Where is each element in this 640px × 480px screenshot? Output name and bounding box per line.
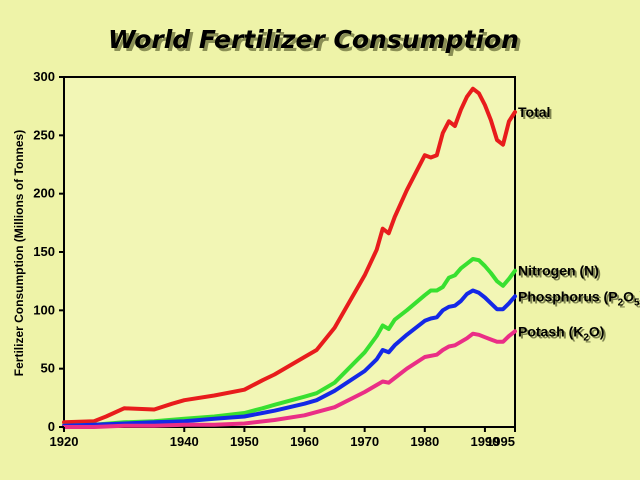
series-label-shadow-nitrogen: Nitrogen (N): [520, 265, 601, 281]
series-line-nitrogen: [62, 257, 517, 428]
series-line-total: [62, 86, 517, 425]
series-label-part: O): [591, 325, 607, 341]
series-label-part: Potash (K: [518, 323, 583, 339]
y-tick-label: 200: [33, 186, 55, 201]
x-tick-label: 1950: [230, 434, 259, 449]
series-label-part: O: [623, 288, 634, 304]
axis-layer: 0 50 100 150 200 250 300 1920 1940 1950 1960 1970 19…: [33, 69, 516, 449]
series-label-part: 2: [620, 299, 626, 310]
series-label-part: 2: [618, 297, 624, 308]
y-tick-label: 250: [33, 127, 55, 142]
series-layer: [62, 86, 517, 429]
y-tick-label: 50: [41, 361, 55, 376]
series-label-part: O: [625, 290, 636, 306]
series-label-part: Potash (K: [520, 325, 585, 341]
series-label-part: Nitrogen (N): [518, 263, 599, 279]
series-label-part: Phosphorus (P: [518, 288, 618, 304]
x-tick-label: 1960: [290, 434, 319, 449]
series-label-part: Nitrogen (N): [520, 265, 601, 281]
x-tick-label: 1980: [410, 434, 439, 449]
y-tick-label: 0: [48, 419, 55, 434]
series-label-total: Total: [518, 104, 550, 120]
series-label-part: 5: [636, 299, 640, 310]
series-label-potash: Potash (K2O): [518, 323, 604, 343]
series-label-shadow-phosphorus: Phosphorus (P2O5): [520, 290, 640, 310]
y-tick-label: 300: [33, 69, 55, 84]
y-tick-label: 100: [33, 302, 55, 317]
x-tick-label: 1990: [470, 434, 499, 449]
series-label-nitrogen: Nitrogen (N): [518, 263, 599, 279]
series-line-phosphorus: [62, 288, 517, 428]
y-axis-label: Fertilizer Consumption (Millions of Tonn…: [12, 130, 26, 376]
series-label-shadow-potash: Potash (K2O): [520, 325, 606, 345]
y-tick-label: 150: [33, 244, 55, 259]
series-label-part: Phosphorus (P: [520, 290, 620, 306]
series-label-part: O): [589, 323, 605, 339]
x-tick-label: 1940: [170, 434, 199, 449]
x-tick-label: 1995: [486, 434, 515, 449]
series-line-potash: [62, 329, 517, 429]
series-label-part: Total: [518, 104, 550, 120]
series-label-part: Total: [520, 106, 552, 122]
chart-title: World Fertilizer Consumption: [108, 25, 519, 54]
plot-area: [63, 76, 516, 428]
series-label-part: 2: [583, 332, 589, 343]
series-label-part: 5: [634, 297, 640, 308]
series-label-shadow-total: Total: [520, 106, 552, 122]
chart-title-shadow: World Fertilizer Consumption: [111, 28, 522, 57]
series-label-part: 2: [585, 334, 591, 345]
x-tick-label: 1970: [350, 434, 379, 449]
x-tick-label: 1920: [50, 434, 79, 449]
